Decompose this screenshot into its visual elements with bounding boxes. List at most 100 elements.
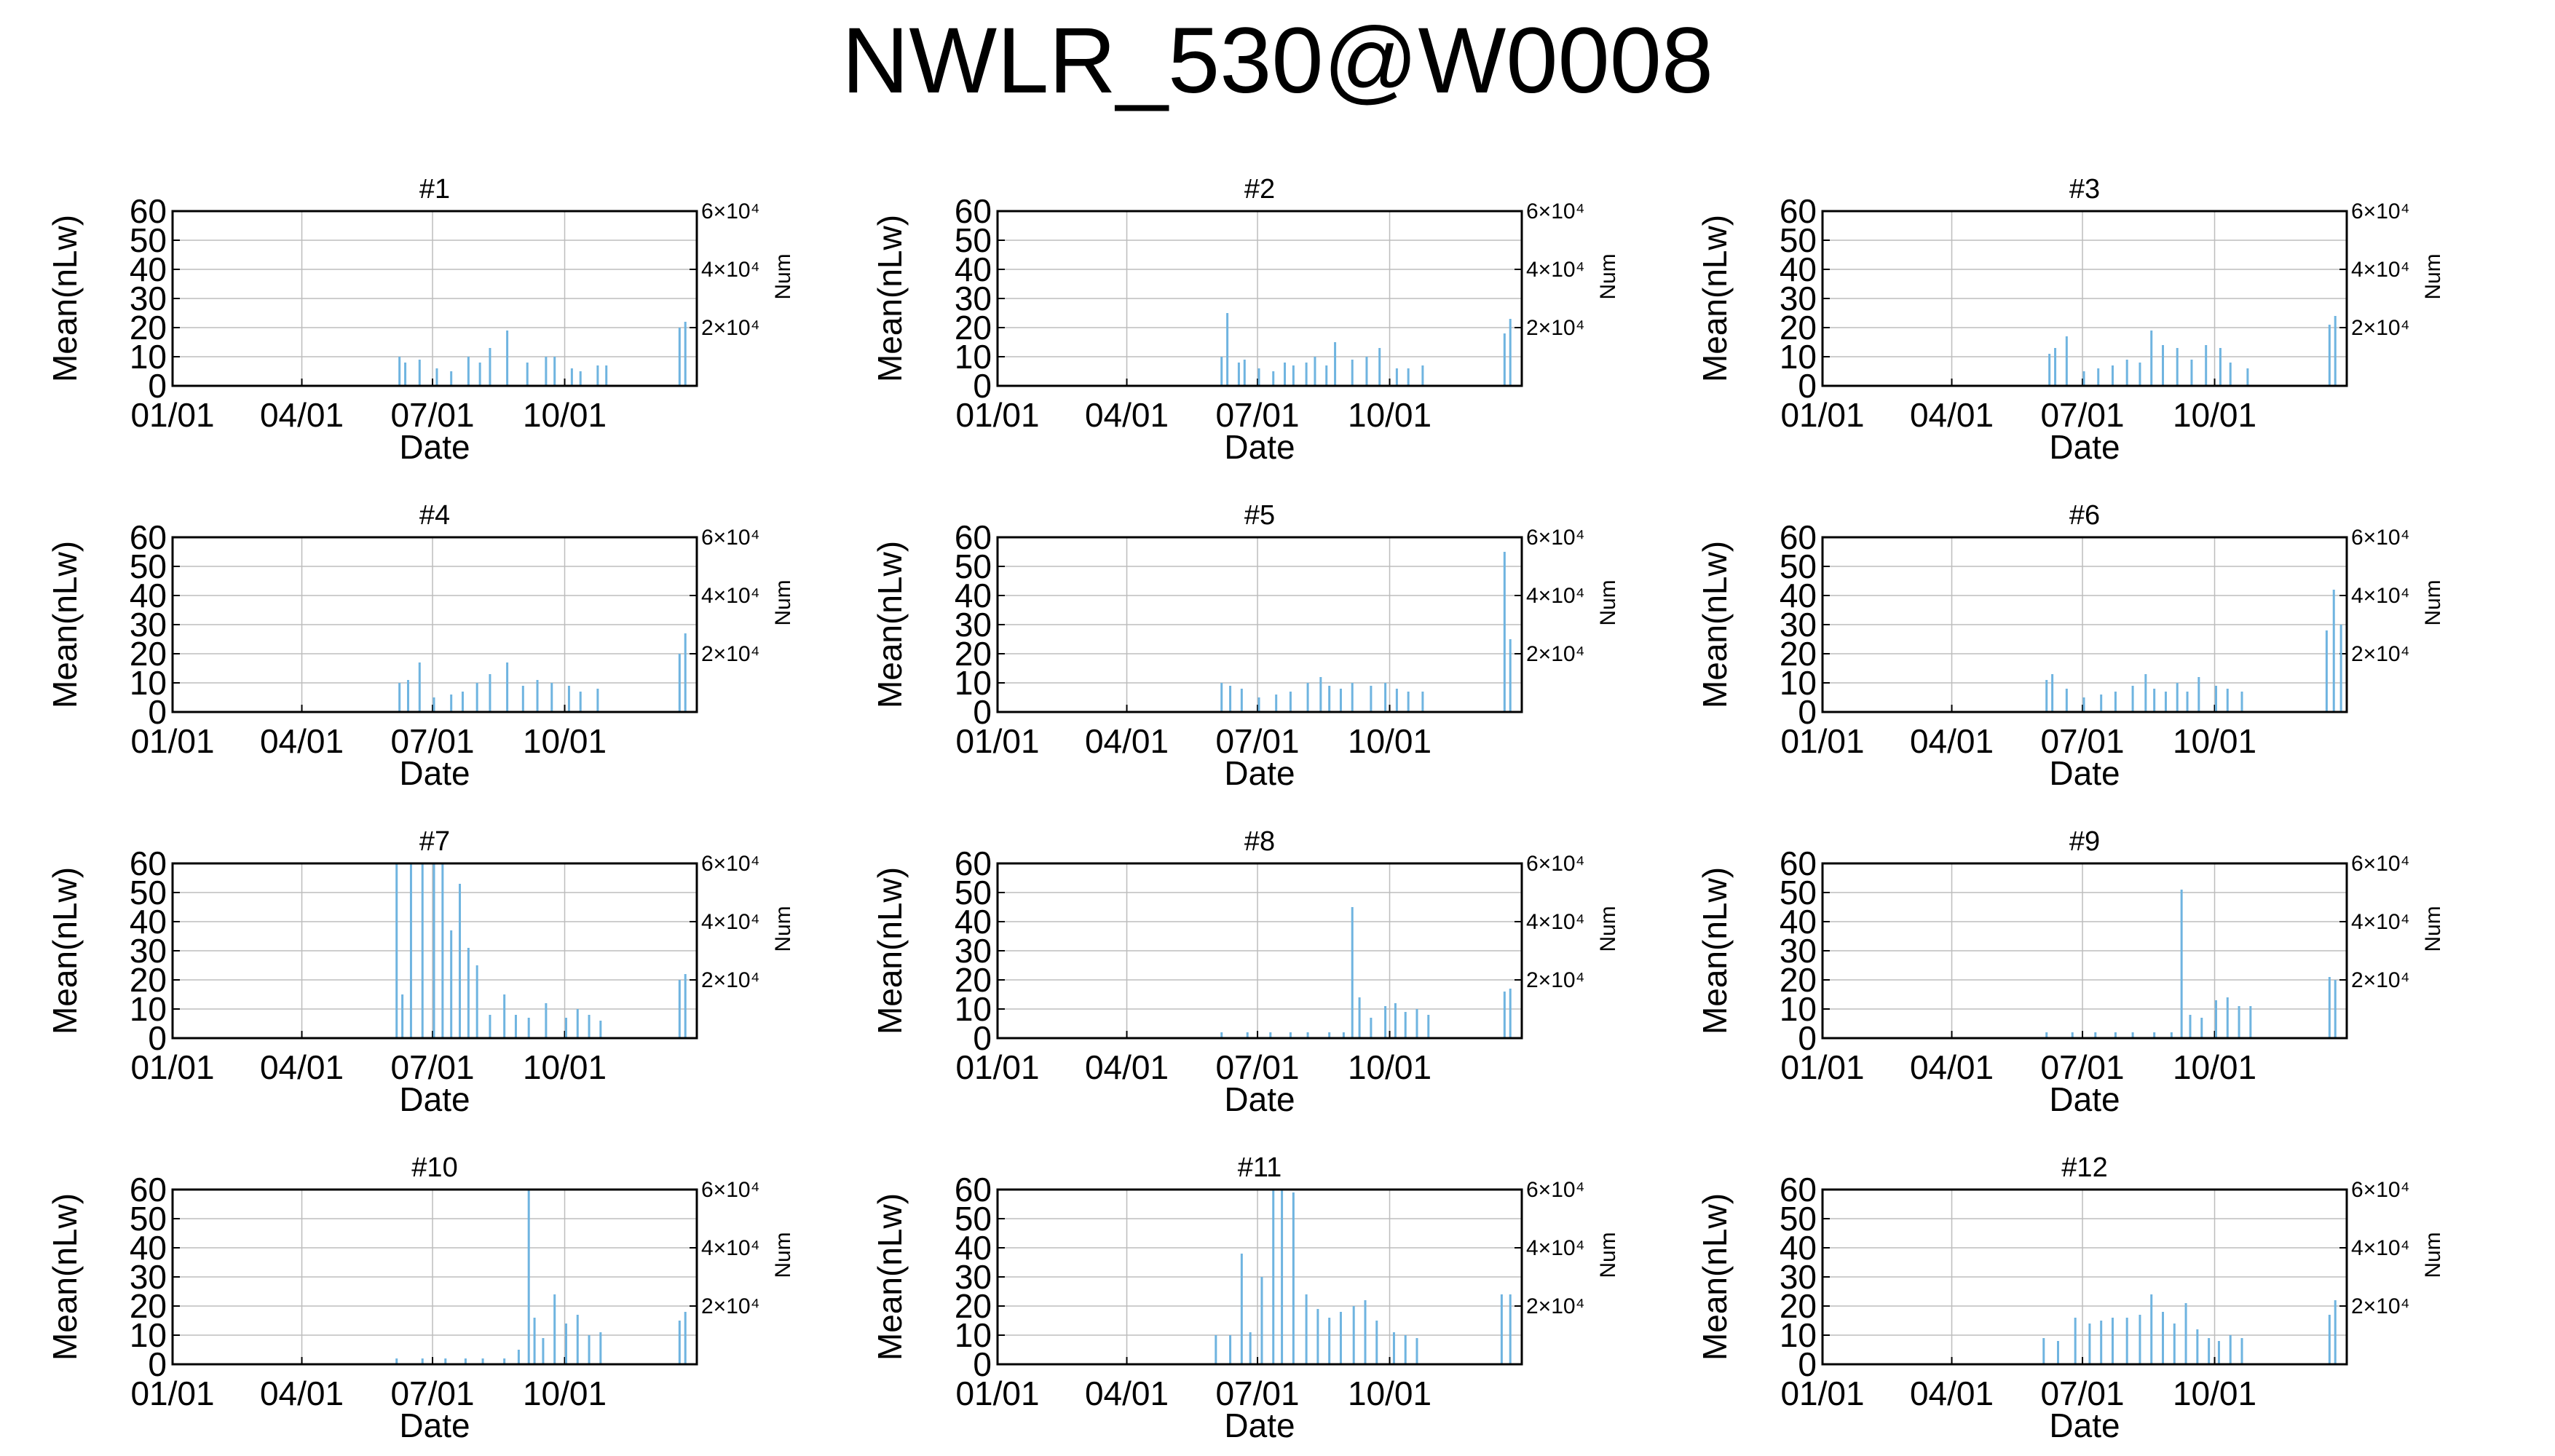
bar xyxy=(605,365,608,386)
bar xyxy=(1257,697,1260,712)
bar xyxy=(2226,689,2229,712)
y-tick-label: 30 xyxy=(955,1258,992,1296)
bar xyxy=(489,1015,491,1038)
y-tick-label: 40 xyxy=(955,1229,992,1267)
x-axis-label: Date xyxy=(399,1406,470,1444)
bar xyxy=(1503,992,1506,1038)
x-tick-label: 04/01 xyxy=(1085,396,1169,434)
bar xyxy=(409,863,412,1038)
x-tick-label: 01/01 xyxy=(1780,1374,1864,1412)
y-tick-label: 0 xyxy=(148,693,167,731)
bar xyxy=(2205,345,2208,386)
y-tick-label: 40 xyxy=(1780,577,1817,614)
bar xyxy=(1289,692,1292,712)
bar xyxy=(2139,363,2141,386)
x-tick-label: 10/01 xyxy=(523,1374,607,1412)
bar xyxy=(2065,689,2068,712)
bar xyxy=(542,1338,545,1364)
y-tick-label: 50 xyxy=(1780,874,1817,911)
bar xyxy=(2164,692,2167,712)
bar xyxy=(1328,1318,1331,1364)
y-tick-label: 50 xyxy=(955,1200,992,1238)
y-tick-label: 0 xyxy=(973,367,992,405)
y-axis-label: Mean(nLw) xyxy=(871,1193,909,1361)
bar xyxy=(433,863,435,1038)
plot-frame xyxy=(996,210,1523,387)
bar xyxy=(435,368,438,386)
y-tick-label: 40 xyxy=(955,577,992,614)
bar xyxy=(503,1358,506,1364)
bar xyxy=(576,1009,579,1038)
y2-tick-label: 4×10⁴ xyxy=(2351,910,2409,934)
bar xyxy=(564,1324,567,1364)
y-tick-label: 60 xyxy=(130,518,167,556)
bar xyxy=(503,994,506,1038)
plot-frame xyxy=(171,536,698,713)
y2-tick-label: 2×10⁴ xyxy=(2351,1294,2409,1318)
bar xyxy=(459,884,462,1038)
y-tick-label: 20 xyxy=(1780,1287,1817,1325)
y-tick-label: 20 xyxy=(130,1287,167,1325)
y-tick-label: 20 xyxy=(955,1287,992,1325)
x-tick-label: 10/01 xyxy=(523,722,607,760)
x-tick-label: 07/01 xyxy=(390,1374,474,1412)
y2-tick-label: 6×10⁴ xyxy=(701,1178,759,1202)
y-tick-label: 60 xyxy=(1780,844,1817,882)
y-tick-label: 0 xyxy=(973,1345,992,1383)
bar xyxy=(418,662,421,712)
x-tick-label: 01/01 xyxy=(1780,1048,1864,1086)
panel-title: #4 xyxy=(419,500,450,531)
y2-tick-label: 2×10⁴ xyxy=(2351,316,2409,340)
y-axis-label: Mean(nLw) xyxy=(871,541,909,708)
y-tick-label: 10 xyxy=(955,990,992,1028)
bar xyxy=(553,1294,556,1364)
x-tick-label: 10/01 xyxy=(1348,722,1431,760)
bar xyxy=(678,328,681,386)
bar xyxy=(1229,1335,1232,1364)
bar xyxy=(1305,363,1308,386)
bar xyxy=(1328,686,1331,712)
bar xyxy=(1395,689,1398,712)
bar xyxy=(1284,363,1287,386)
bar xyxy=(1325,365,1328,386)
bar xyxy=(478,363,481,386)
bar xyxy=(1306,1032,1309,1038)
bar xyxy=(1421,365,1424,386)
bar xyxy=(2208,1338,2211,1364)
bar xyxy=(2071,1032,2074,1038)
bar xyxy=(1215,1335,1217,1364)
bar xyxy=(2082,697,2085,712)
y-tick-label: 0 xyxy=(1798,693,1817,731)
bar xyxy=(444,1358,447,1364)
x-axis-label: Date xyxy=(2049,1080,2120,1118)
y-tick-label: 20 xyxy=(130,635,167,673)
x-tick-label: 07/01 xyxy=(2040,1374,2124,1412)
x-tick-label: 07/01 xyxy=(390,396,474,434)
bar xyxy=(1404,1335,1407,1364)
x-axis-label: Date xyxy=(399,1080,470,1118)
x-axis-label: Date xyxy=(2049,1406,2120,1444)
bar xyxy=(2240,1338,2243,1364)
y-tick-label: 60 xyxy=(130,844,167,882)
y2-axis-label: Num xyxy=(2421,1232,2445,1278)
bar xyxy=(1240,689,1243,712)
panel-title: #2 xyxy=(1244,174,1275,205)
x-axis-label: Date xyxy=(1224,428,1295,466)
x-tick-label: 01/01 xyxy=(130,1374,214,1412)
y2-tick-label: 2×10⁴ xyxy=(1526,1294,1584,1318)
bar xyxy=(2131,1032,2134,1038)
y-tick-label: 40 xyxy=(1780,1229,1817,1267)
y2-tick-label: 2×10⁴ xyxy=(701,642,759,666)
y2-tick-label: 6×10⁴ xyxy=(701,526,759,550)
y-axis-label: Mean(nLw) xyxy=(1696,215,1734,382)
y-tick-label: 30 xyxy=(955,606,992,644)
bar xyxy=(2144,674,2147,712)
y-tick-label: 30 xyxy=(1780,932,1817,970)
x-tick-label: 07/01 xyxy=(1215,722,1299,760)
